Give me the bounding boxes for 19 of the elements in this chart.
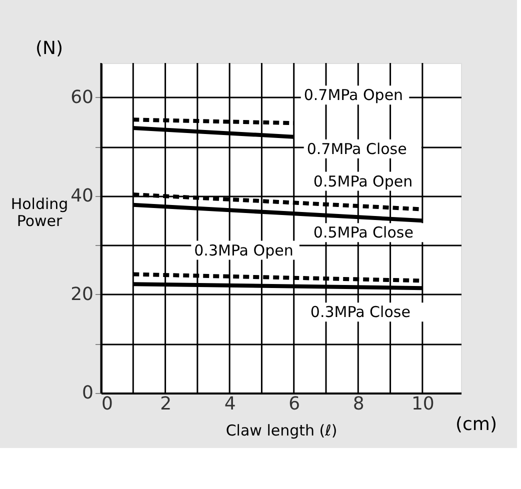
x-tick-label: 0 — [102, 394, 113, 414]
y-tick-label: 40 — [70, 185, 94, 206]
text: (N) — [35, 38, 63, 59]
series-label: 0.3MPa Close — [310, 303, 410, 322]
y-tick-label: 60 — [70, 86, 94, 108]
series-label: 0.5MPa Open — [313, 172, 413, 190]
text: (cm) — [456, 414, 497, 435]
y-tick-label: 20 — [70, 284, 94, 305]
x-tick-label: 6 — [288, 394, 300, 414]
series-label: 0.3MPa Open — [194, 241, 294, 260]
series-label: 0.5MPa Close — [313, 224, 414, 242]
series-label: 0.7MPa Open — [304, 86, 404, 104]
x-axis-title: Claw length (ℓ) — [226, 422, 338, 440]
x-tick-label: 8 — [352, 394, 364, 414]
y-axis-title: Holding Power — [10, 195, 68, 230]
x-tick-label: 2 — [160, 394, 172, 414]
series-label: 0.7MPa Close — [306, 140, 407, 158]
x-tick-label: 10 — [411, 394, 434, 414]
x-tick-label: 4 — [224, 394, 236, 414]
